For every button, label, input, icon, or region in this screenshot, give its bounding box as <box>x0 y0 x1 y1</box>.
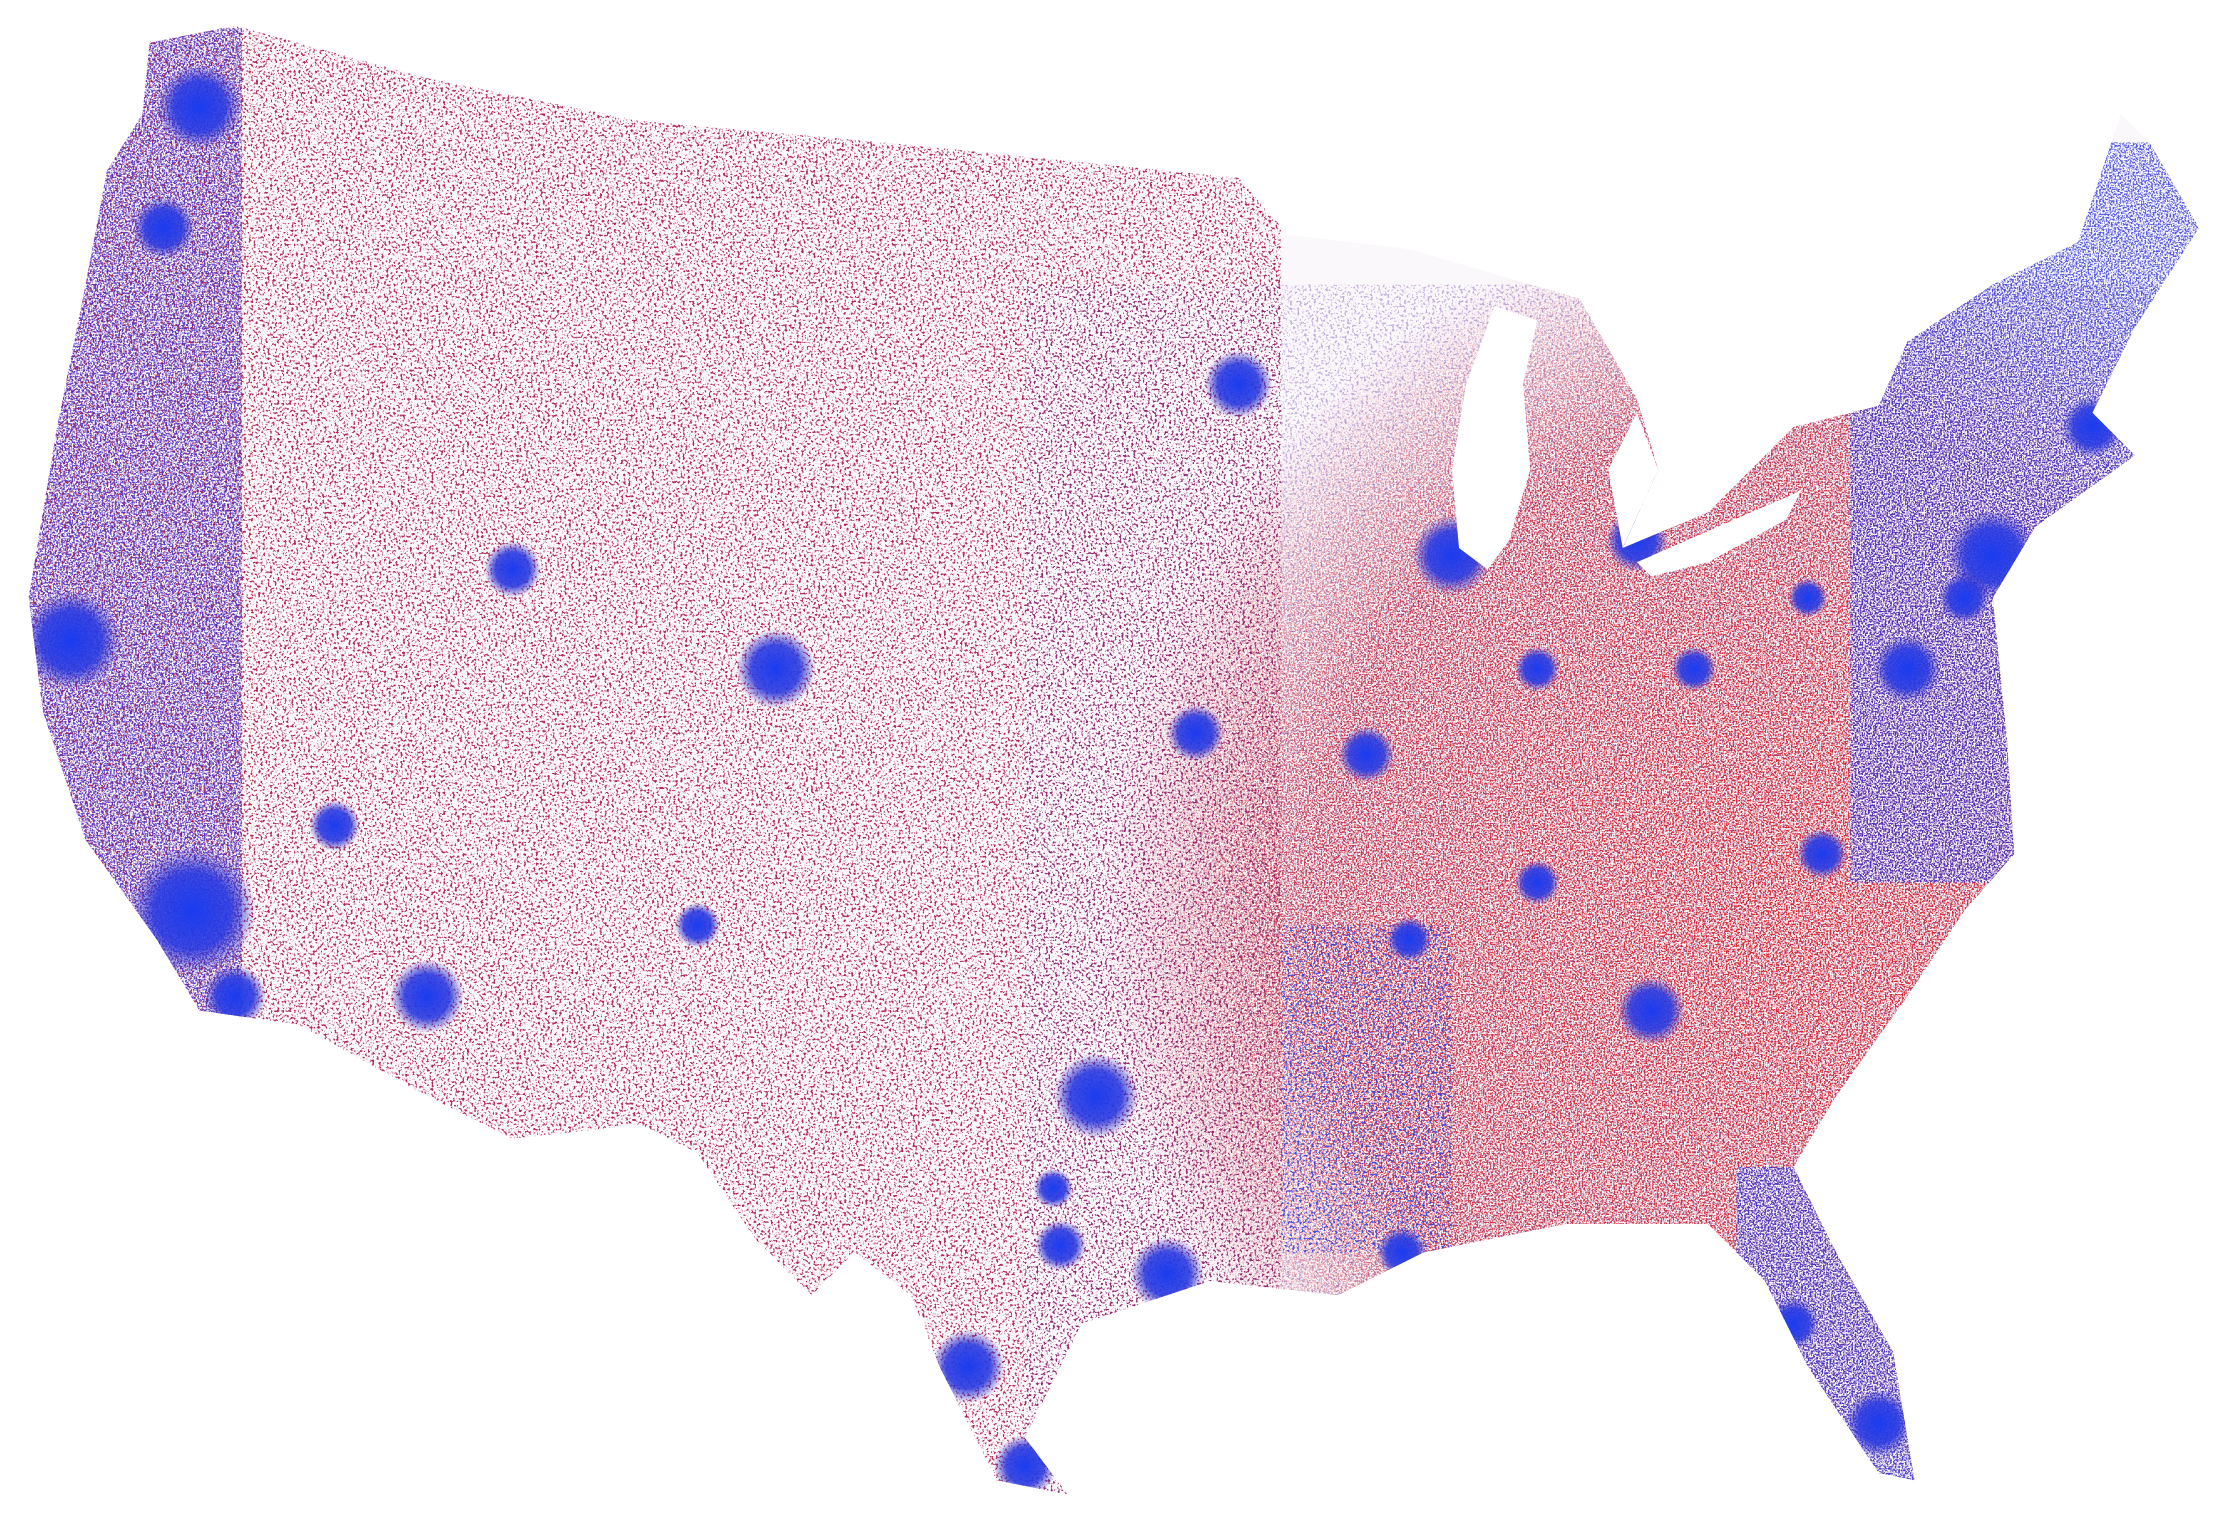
lake-michigan <box>1451 306 1538 570</box>
city <box>1844 1389 1914 1458</box>
city <box>1767 1298 1820 1350</box>
northeast-texture <box>1850 142 2200 883</box>
city <box>674 902 721 948</box>
delta-texture <box>1281 925 1452 1253</box>
city <box>1938 572 1990 624</box>
city <box>1796 828 1848 880</box>
city <box>930 1329 1005 1404</box>
lake-erie <box>1636 491 1801 577</box>
city <box>203 964 267 1028</box>
lake-huron <box>1608 412 1659 548</box>
city <box>1386 916 1432 963</box>
city <box>28 590 122 691</box>
city <box>1514 646 1561 692</box>
city <box>1873 634 1942 704</box>
city <box>156 64 243 150</box>
city <box>1034 1219 1087 1271</box>
city <box>1787 577 1828 618</box>
city <box>1167 704 1225 762</box>
city <box>993 1434 1057 1495</box>
city <box>1338 725 1395 783</box>
city <box>1376 1226 1428 1279</box>
city <box>128 846 257 975</box>
city <box>1053 1053 1139 1139</box>
city <box>2061 395 2124 459</box>
city <box>1514 859 1561 906</box>
city <box>1204 350 1273 419</box>
city <box>390 959 465 1034</box>
city <box>308 799 361 852</box>
city <box>484 540 541 598</box>
city <box>1033 1168 1074 1209</box>
city <box>1130 1236 1205 1311</box>
city <box>1616 976 1686 1045</box>
city <box>132 196 196 260</box>
city <box>735 629 816 709</box>
city <box>1671 646 1717 692</box>
